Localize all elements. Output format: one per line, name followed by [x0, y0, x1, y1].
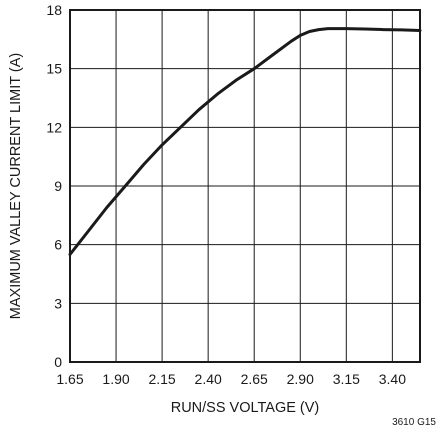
y-tick-label: 9 — [54, 178, 62, 194]
y-axis-title: MAXIMUM VALLEY CURRENT LIMIT (A) — [8, 53, 24, 319]
x-tick-label: 2.90 — [287, 371, 314, 387]
x-axis-title: RUN/SS VOLTAGE (V) — [171, 400, 320, 416]
y-tick-label: 6 — [54, 237, 62, 253]
x-tick-label: 1.65 — [56, 371, 83, 387]
x-tick-label: 3.15 — [333, 371, 360, 387]
y-tick-labels: 0 3 6 9 12 15 18 — [46, 2, 62, 370]
x-tick-label: 2.40 — [195, 371, 222, 387]
y-tick-label: 15 — [46, 61, 62, 77]
y-tick-label: 12 — [46, 119, 62, 135]
grid — [70, 10, 420, 362]
y-tick-label: 0 — [54, 354, 62, 370]
x-tick-label: 1.90 — [102, 371, 129, 387]
x-tick-label: 2.15 — [148, 371, 175, 387]
plot-frame — [69, 9, 421, 363]
y-tick-label: 18 — [46, 2, 62, 18]
figure-id: 3610 G15 — [392, 417, 436, 428]
x-tick-label: 3.40 — [379, 371, 406, 387]
series-line — [68, 27, 422, 256]
x-tick-labels: 1.65 1.90 2.15 2.40 2.65 2.90 3.15 3.40 — [56, 371, 406, 387]
x-tick-label: 2.65 — [241, 371, 268, 387]
y-tick-label: 3 — [54, 295, 62, 311]
